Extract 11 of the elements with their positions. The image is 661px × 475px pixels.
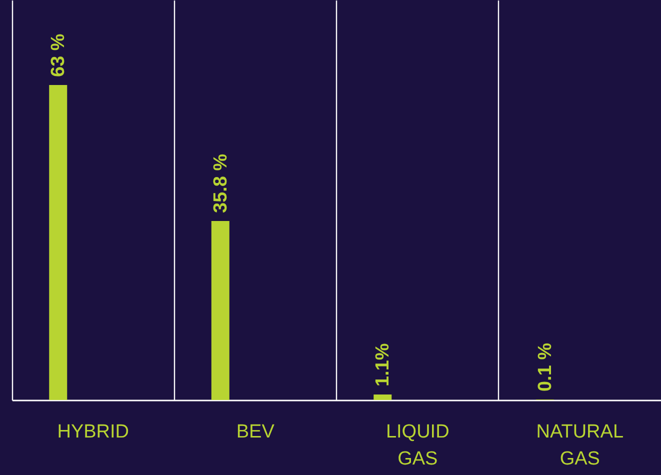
- bar: [374, 394, 392, 400]
- bar: [49, 85, 68, 400]
- x-tick-label: BEV: [236, 422, 275, 442]
- bar: [211, 221, 230, 400]
- data-label: 1.1%: [372, 343, 394, 386]
- x-tick-label: LIQUID GAS: [386, 422, 450, 470]
- x-tick-label: NATURAL GAS: [536, 422, 624, 470]
- x-tick-label: HYBRID: [57, 422, 130, 442]
- data-label: 0.1 %: [534, 342, 556, 392]
- data-label: 63 %: [48, 34, 70, 77]
- data-label: 35.8 %: [210, 154, 232, 213]
